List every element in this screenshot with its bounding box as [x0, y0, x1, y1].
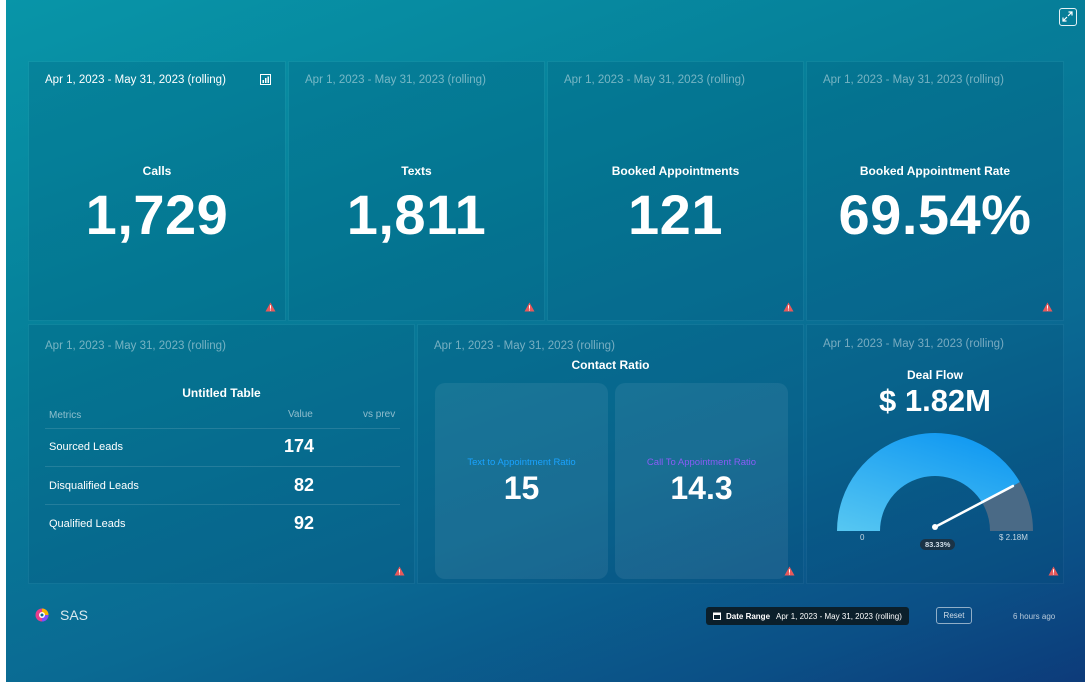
reset-button[interactable]: Reset: [936, 607, 972, 624]
table-tile[interactable]: Apr 1, 2023 - May 31, 2023 (rolling) Unt…: [29, 325, 414, 583]
ratio-label: Text to Appointment Ratio: [467, 457, 576, 468]
gauge-hub: [932, 524, 938, 530]
table-row-value: 82: [293, 475, 314, 495]
kpi-tile-texts[interactable]: Apr 1, 2023 - May 31, 2023 (rolling) Tex…: [289, 62, 544, 320]
column-header-value[interactable]: Value: [288, 409, 313, 420]
ratio-card-call[interactable]: Call To Appointment Ratio 14.3: [615, 383, 788, 579]
kpi-title: Calls: [142, 164, 172, 178]
tile-date-range: Apr 1, 2023 - May 31, 2023 (rolling): [45, 340, 226, 352]
warning-icon[interactable]: [394, 566, 405, 576]
warning-icon[interactable]: [1048, 566, 1059, 576]
gauge-needle: [933, 484, 1015, 529]
divider: [45, 504, 400, 505]
column-header-metrics[interactable]: Metrics: [49, 410, 82, 421]
chart-icon[interactable]: [260, 74, 271, 85]
contact-ratio-tile[interactable]: Apr 1, 2023 - May 31, 2023 (rolling) Con…: [418, 325, 803, 583]
kpi-value: 69.54%: [838, 183, 1032, 246]
tile-date-range: Apr 1, 2023 - May 31, 2023 (rolling): [564, 74, 745, 86]
tile-date-range: Apr 1, 2023 - May 31, 2023 (rolling): [823, 74, 1004, 86]
divider: [45, 428, 400, 429]
deal-flow-value: $ 1.82M: [878, 383, 991, 418]
table-title: Untitled Table: [182, 386, 261, 400]
kpi-tile-booked-appointments[interactable]: Apr 1, 2023 - May 31, 2023 (rolling) Boo…: [548, 62, 803, 320]
deal-flow-tile[interactable]: Apr 1, 2023 - May 31, 2023 (rolling) Dea…: [807, 325, 1063, 583]
date-range-label: Date Range: [726, 611, 771, 621]
deal-flow-title: Deal Flow: [906, 368, 963, 382]
date-range-filter[interactable]: Date Range Apr 1, 2023 - May 31, 2023 (r…: [706, 607, 909, 625]
gauge-min-label: 0: [860, 533, 865, 542]
brand-logo-icon: [35, 608, 49, 622]
ratio-value: 14.3: [670, 470, 733, 506]
tile-date-range: Apr 1, 2023 - May 31, 2023 (rolling): [823, 338, 1004, 350]
date-range-value: Apr 1, 2023 - May 31, 2023 (rolling): [776, 611, 902, 621]
warning-icon[interactable]: [1042, 302, 1053, 312]
warning-icon[interactable]: [783, 302, 794, 312]
contact-ratio-title: Contact Ratio: [571, 358, 650, 372]
expand-icon[interactable]: [1059, 8, 1077, 26]
table-row-value: 92: [293, 513, 314, 533]
warning-icon[interactable]: [784, 566, 795, 576]
column-header-vs-prev[interactable]: vs prev: [363, 409, 396, 420]
kpi-title: Booked Appointments: [611, 164, 740, 178]
ratio-value: 15: [503, 470, 540, 506]
kpi-value: 1,811: [346, 183, 487, 246]
tile-date-range: Apr 1, 2023 - May 31, 2023 (rolling): [45, 74, 226, 86]
divider: [45, 466, 400, 467]
last-updated: 6 hours ago: [1013, 612, 1056, 621]
kpi-value: 121: [628, 183, 723, 246]
table-row-value: 174: [283, 436, 314, 456]
brand-name: SAS: [60, 607, 89, 623]
ratio-card-text[interactable]: Text to Appointment Ratio 15: [435, 383, 608, 579]
kpi-tile-calls[interactable]: Apr 1, 2023 - May 31, 2023 (rolling) Cal…: [29, 62, 285, 320]
gauge-max-label: $ 2.18M: [999, 533, 1028, 542]
gauge-remainder: [982, 481, 1033, 531]
kpi-tile-booked-appointment-rate[interactable]: Apr 1, 2023 - May 31, 2023 (rolling) Boo…: [807, 62, 1063, 320]
tile-date-range: Apr 1, 2023 - May 31, 2023 (rolling): [305, 74, 486, 86]
warning-icon[interactable]: [524, 302, 535, 312]
tile-date-range: Apr 1, 2023 - May 31, 2023 (rolling): [434, 340, 615, 352]
warning-icon[interactable]: [265, 302, 276, 312]
kpi-title: Texts: [401, 164, 432, 178]
table-row-label: Qualified Leads: [49, 518, 126, 530]
gauge-percent-badge: 83.33%: [920, 539, 956, 550]
table-row-label: Sourced Leads: [49, 441, 123, 453]
ratio-label: Call To Appointment Ratio: [646, 457, 757, 468]
deal-flow-gauge: [837, 433, 1033, 531]
kpi-title: Booked Appointment Rate: [859, 164, 1011, 178]
kpi-value: 1,729: [85, 183, 229, 246]
calendar-icon: [713, 612, 721, 620]
table-row-label: Disqualified Leads: [49, 480, 139, 492]
dashboard-canvas: Apr 1, 2023 - May 31, 2023 (rolling) Cal…: [6, 0, 1085, 682]
gauge-fill: [837, 433, 1020, 531]
